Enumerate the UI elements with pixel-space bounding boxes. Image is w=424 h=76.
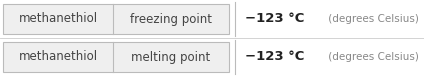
Bar: [3, 42, 229, 72]
Text: methanethiol: methanethiol: [18, 12, 98, 26]
Text: −123 °C: −123 °C: [245, 50, 304, 64]
Bar: [3, 4, 229, 34]
Text: (degrees Celsius): (degrees Celsius): [325, 14, 418, 24]
Text: (degrees Celsius): (degrees Celsius): [325, 52, 418, 62]
Text: −123 °C: −123 °C: [245, 12, 304, 26]
Text: methanethiol: methanethiol: [18, 50, 98, 64]
Text: freezing point: freezing point: [130, 12, 212, 26]
Text: melting point: melting point: [131, 50, 211, 64]
